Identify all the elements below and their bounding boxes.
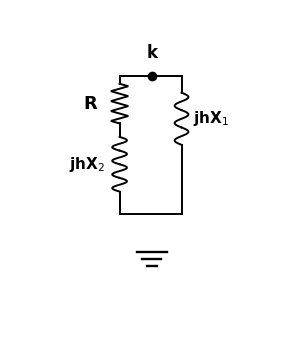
Text: jhX$_2$: jhX$_2$ <box>70 155 105 174</box>
Text: k: k <box>146 44 157 62</box>
Text: jhX$_1$: jhX$_1$ <box>193 109 229 128</box>
Text: R: R <box>83 95 96 113</box>
